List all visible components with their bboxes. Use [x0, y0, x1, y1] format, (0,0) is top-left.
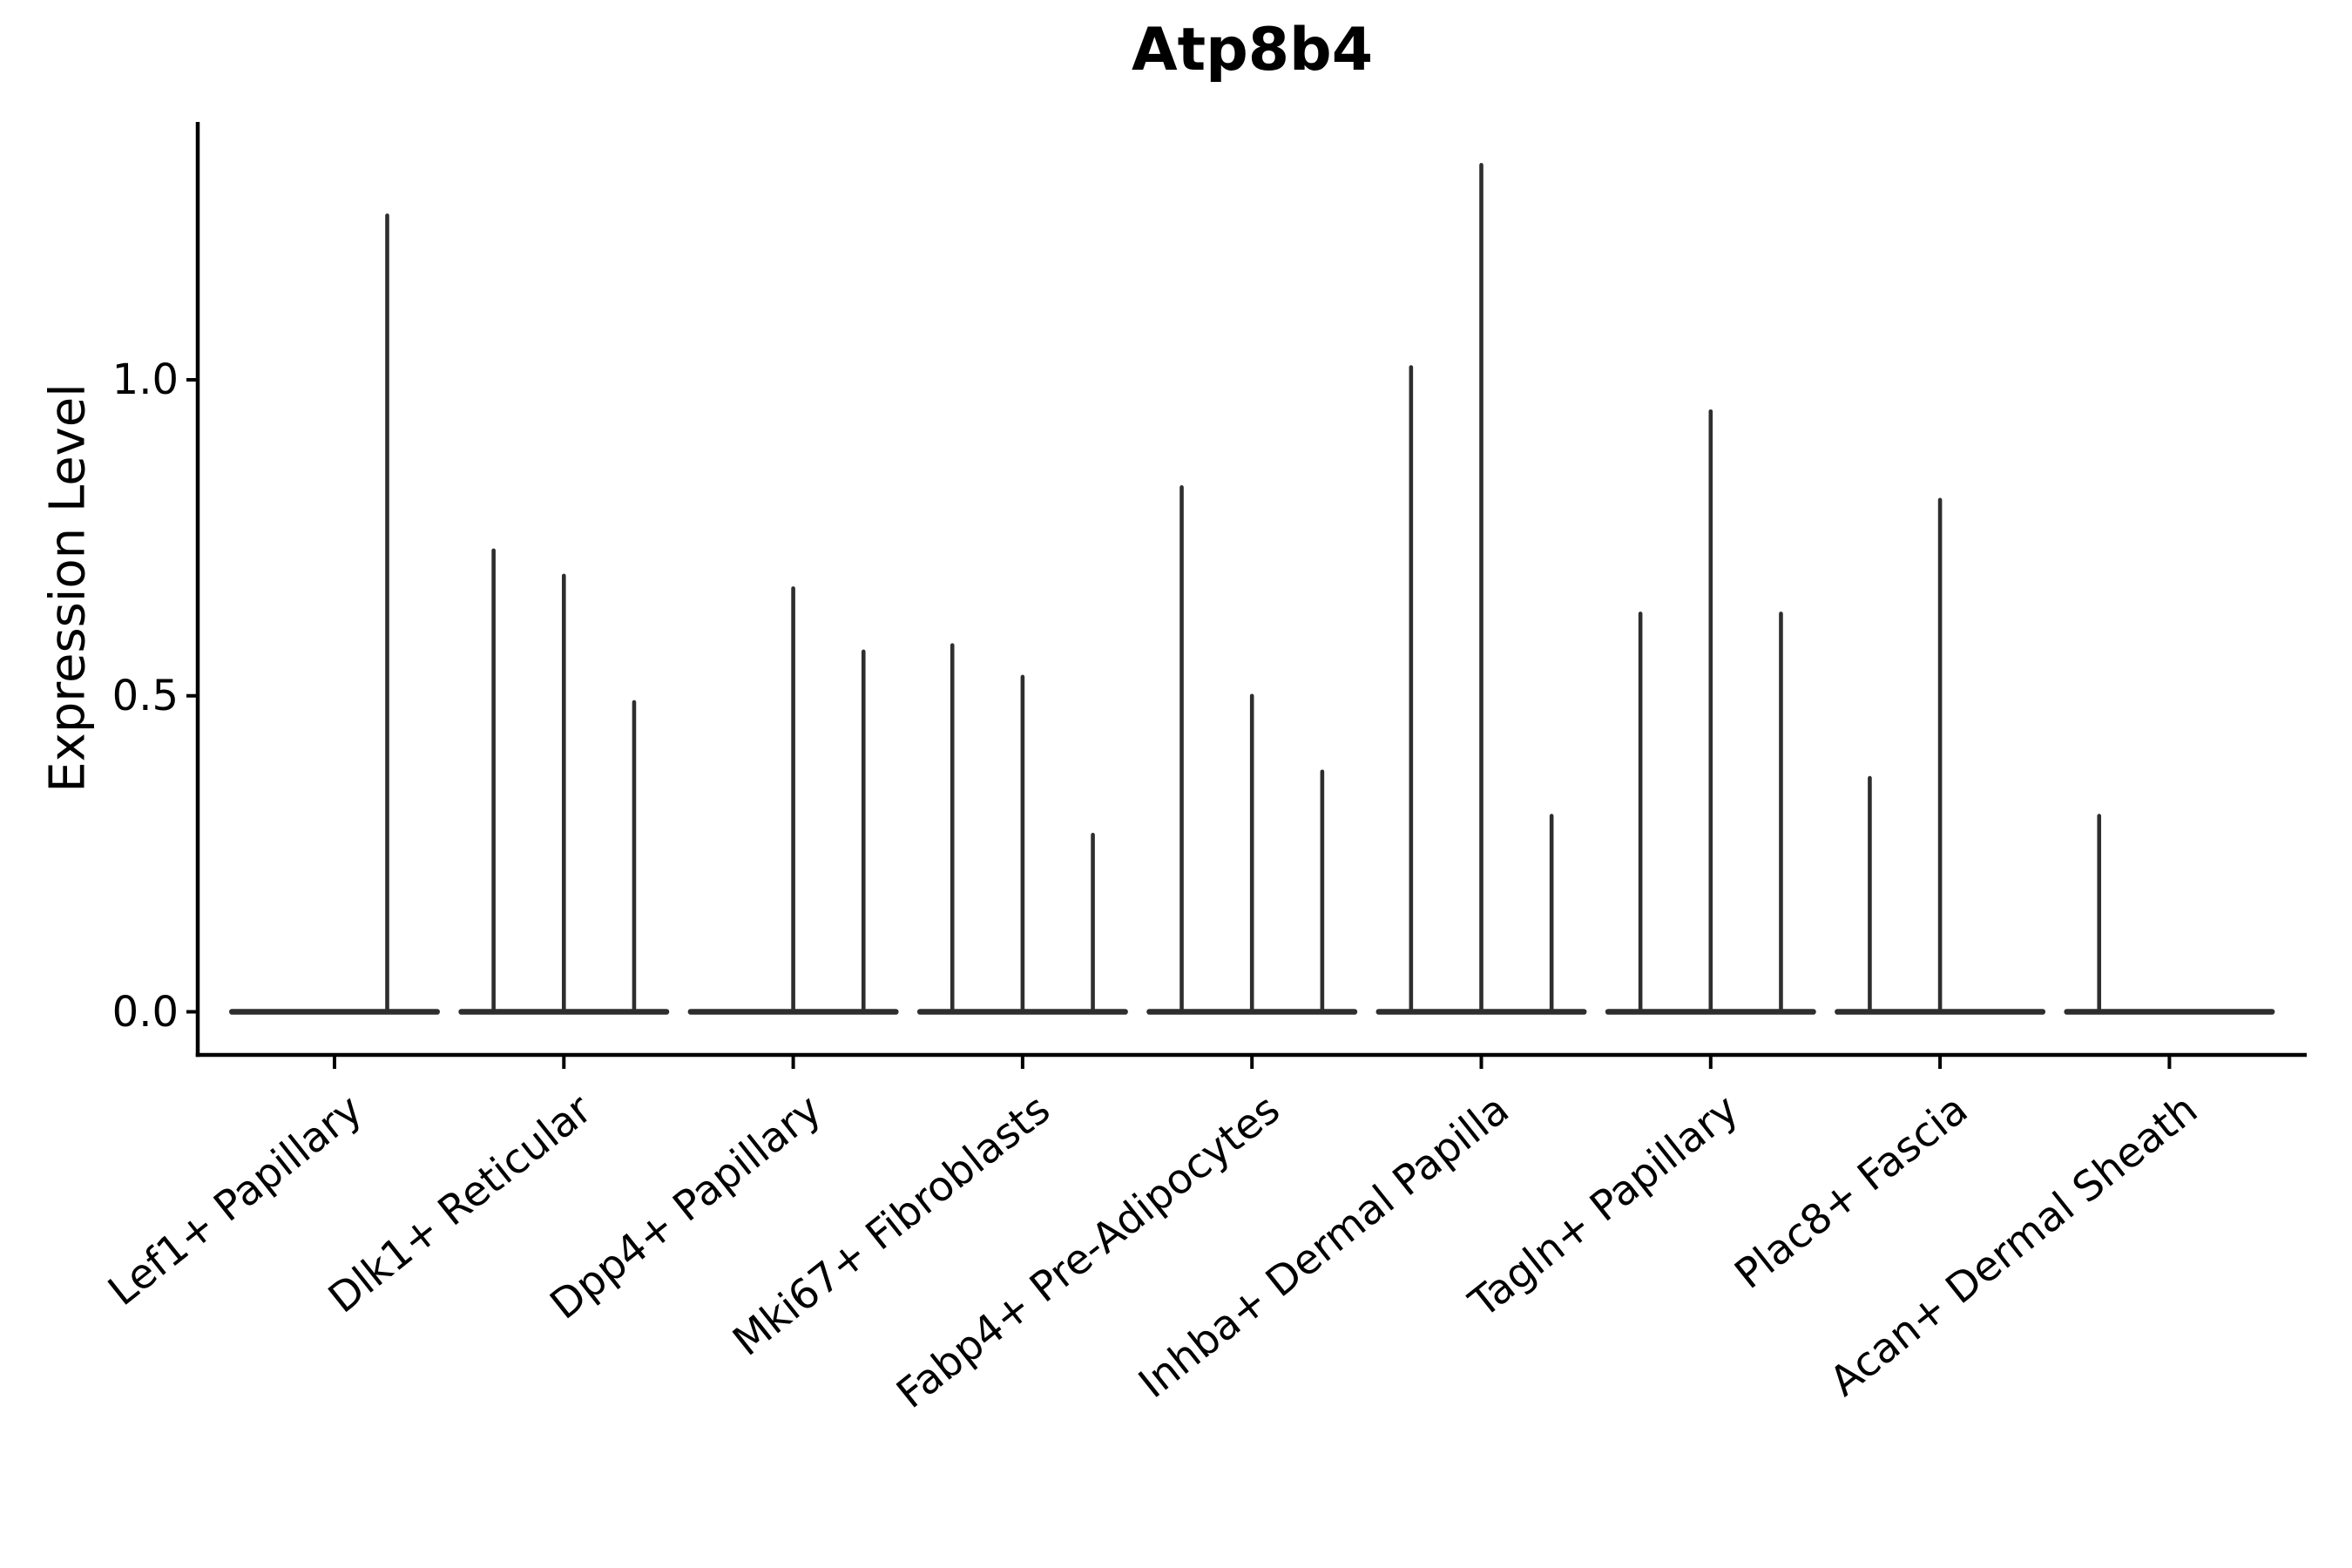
y-tick-label: 0.0 [112, 987, 179, 1037]
chart-title: Atp8b4 [1131, 16, 1374, 84]
violin-body [229, 1009, 440, 1015]
violin-body [2064, 1009, 2275, 1015]
y-tick-label: 1.0 [112, 355, 179, 404]
y-tick-label: 0.5 [112, 671, 179, 720]
